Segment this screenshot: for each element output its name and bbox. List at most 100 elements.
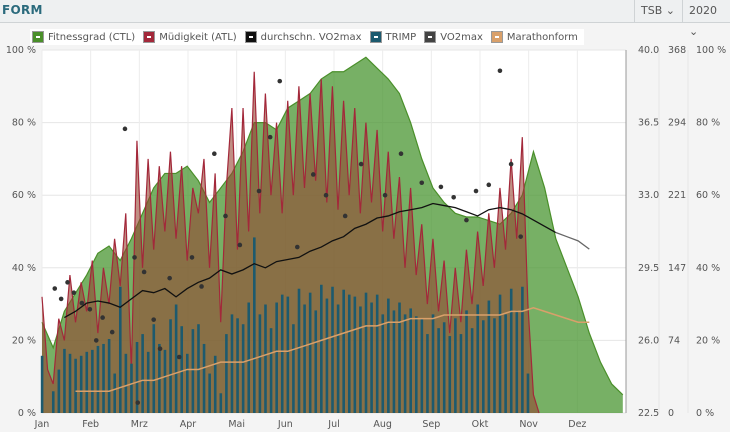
trimp-bar <box>420 318 424 413</box>
legend-label: TRIMP <box>385 31 417 43</box>
trimp-bar <box>130 363 133 413</box>
legend-label: Fitnessgrad (CTL) <box>48 31 136 43</box>
x-tick-label: Mai <box>228 419 245 430</box>
trimp-bar <box>208 373 211 413</box>
trimp-bar <box>359 306 362 413</box>
y-tick-label-trimp: 294 <box>668 118 686 129</box>
legend-swatch <box>424 31 437 43</box>
atl-area <box>42 71 540 413</box>
vo2max-point <box>100 315 105 320</box>
vo2max-point <box>237 242 243 248</box>
trimp-bar <box>269 328 273 413</box>
trimp-bar <box>79 355 83 413</box>
trimp-bar <box>437 328 440 413</box>
trimp-bar <box>314 310 318 413</box>
marathonform-line <box>75 306 590 392</box>
metric-dropdown[interactable]: TSB ⌄ <box>634 0 681 22</box>
chevron-down-icon: ⌄ <box>689 25 699 38</box>
legend-item[interactable]: durchschn. VO2max <box>243 29 362 45</box>
y-tick-label-right: 80 % <box>696 118 720 129</box>
trimp-bar <box>286 296 290 413</box>
vo2max-point <box>277 78 283 84</box>
trimp-bar <box>236 318 239 413</box>
trimp-bar <box>409 308 412 413</box>
trimp-bar <box>398 302 401 413</box>
trimp-bar <box>96 345 100 413</box>
x-tick-label: Dez <box>568 419 586 430</box>
trimp-bar <box>454 318 457 413</box>
trimp-bar <box>146 351 150 413</box>
trimp-bar <box>280 294 284 413</box>
vo2max-point <box>176 354 182 360</box>
vo2max-point <box>151 317 156 322</box>
avg-vo2max-projection-line <box>555 231 590 250</box>
panel-title: FORM <box>2 3 43 17</box>
trimp-bar <box>225 334 228 413</box>
trimp-bar <box>74 358 77 413</box>
trimp-bar <box>336 304 340 413</box>
legend-label: Marathonform <box>506 31 578 43</box>
legend-item[interactable]: Müdigkeit (ATL) <box>141 29 237 45</box>
vo2max-point <box>122 126 128 132</box>
year-dropdown-value: 2020 <box>689 4 717 17</box>
trimp-bar <box>414 316 418 413</box>
trimp-bar <box>347 294 351 413</box>
x-tick-label: Jun <box>277 419 293 430</box>
x-tick-label: Jul <box>327 419 339 430</box>
trimp-bar <box>102 343 105 413</box>
trimp-bar <box>230 314 234 413</box>
trimp-bar <box>297 288 301 413</box>
y-tick-label-right: 100 % <box>696 45 726 56</box>
x-tick-label: Apr <box>180 419 197 430</box>
legend-item[interactable]: Marathonform <box>489 29 578 45</box>
trimp-bar <box>85 351 89 413</box>
trimp-bar <box>459 334 463 413</box>
trimp-bar <box>426 334 429 413</box>
y-tick-label-left: 100 % <box>6 45 36 56</box>
trimp-bar <box>375 294 379 413</box>
vo2max-point <box>508 161 514 167</box>
trimp-bar <box>331 286 334 413</box>
trimp-bar <box>163 349 167 413</box>
year-dropdown[interactable]: 2020 ⌄ <box>682 0 730 38</box>
avg-vo2max-line <box>64 202 557 319</box>
trimp-bar <box>342 289 345 413</box>
x-tick-label: Okt <box>472 419 489 430</box>
legend-item[interactable]: TRIMP <box>368 29 417 45</box>
metric-dropdown-value: TSB <box>641 4 663 17</box>
x-tick-label: Sep <box>422 419 440 430</box>
trimp-bar <box>135 341 139 413</box>
vo2max-point <box>382 192 388 198</box>
trimp-bar <box>442 322 446 413</box>
x-tick-label: Mrz <box>131 419 148 430</box>
vo2max-point <box>87 306 93 312</box>
trimp-bar <box>118 286 122 413</box>
y-tick-label-right: 20 % <box>696 335 720 346</box>
vo2max-point <box>58 296 64 302</box>
y-tick-label-vo2max: 22.5 <box>638 408 659 419</box>
y-tick-label-vo2max: 36.5 <box>638 118 659 129</box>
trimp-bar <box>186 353 189 413</box>
legend-swatch <box>369 31 382 43</box>
trimp-bar <box>370 302 373 413</box>
trimp-bar <box>448 336 452 413</box>
vo2max-point <box>419 180 425 186</box>
trimp-bar <box>431 314 435 413</box>
trimp-bar <box>470 328 474 413</box>
y-tick-label-right: 60 % <box>696 190 720 201</box>
trimp-bar <box>258 314 262 413</box>
x-tick-label: Jan <box>34 419 50 430</box>
vo2max-point <box>486 182 492 188</box>
y-tick-label-left: 0 % <box>18 408 36 419</box>
trimp-bar <box>202 343 206 413</box>
vo2max-point <box>109 329 115 335</box>
trimp-bar <box>275 302 278 413</box>
vo2max-point <box>518 234 523 239</box>
legend-item[interactable]: Fitnessgrad (CTL) <box>30 29 135 45</box>
legend-item[interactable]: VO2max <box>422 29 483 45</box>
trimp-bar <box>381 314 385 413</box>
vo2max-point <box>135 400 141 405</box>
vo2max-point <box>212 151 217 157</box>
trimp-bar <box>308 292 312 413</box>
vo2max-point <box>189 255 195 260</box>
